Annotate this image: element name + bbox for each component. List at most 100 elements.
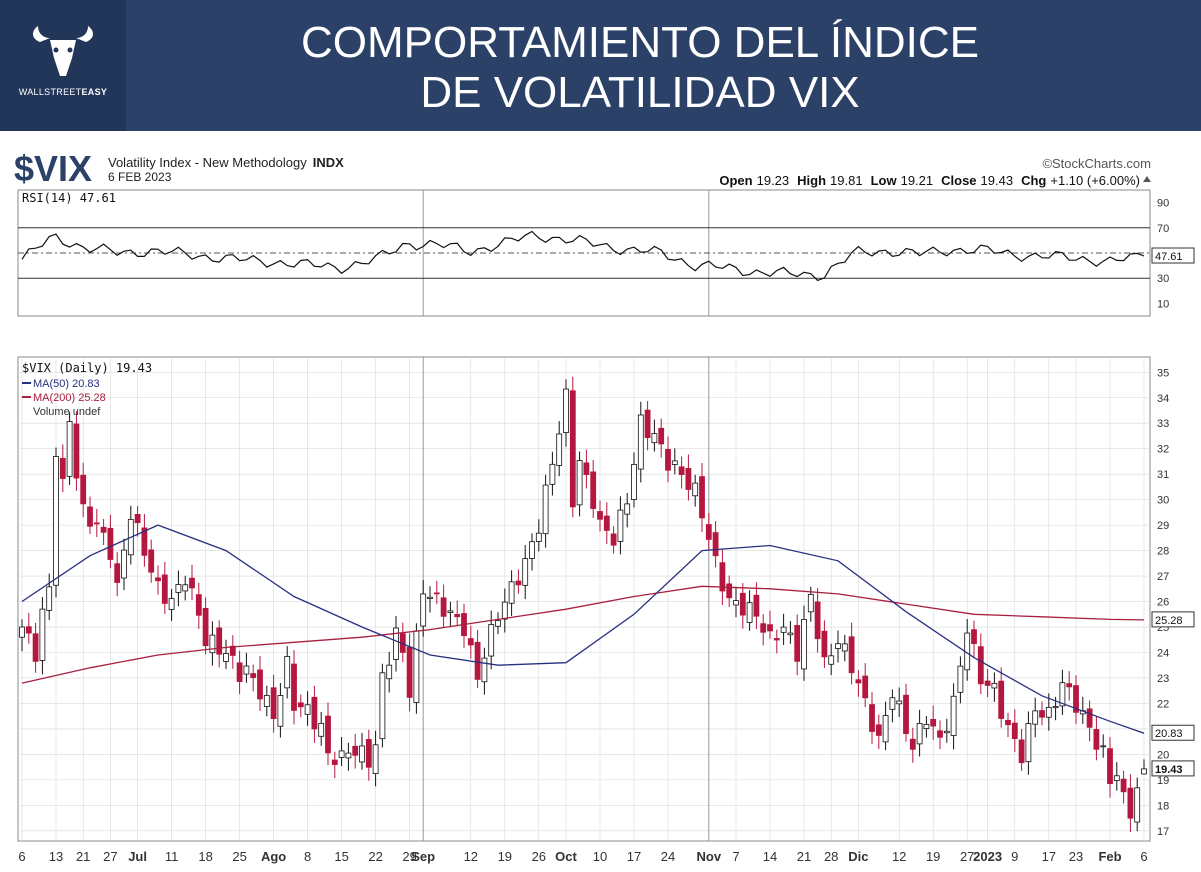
price-y-tick: 26	[1157, 597, 1169, 609]
x-tick-label: Ago	[261, 849, 286, 864]
candle-body	[1032, 710, 1039, 725]
candle-body	[651, 433, 658, 444]
candle-body	[739, 592, 746, 616]
x-tick-label: 27	[103, 849, 117, 864]
rsi-last-value: 47.61	[1155, 251, 1183, 263]
candle-body	[284, 656, 291, 689]
candle-body	[726, 583, 733, 599]
candle-body	[216, 627, 223, 655]
candle-body	[930, 718, 937, 727]
vix-chart: $VIX Volatility Index - New Methodology I…	[14, 148, 1195, 864]
candle-body	[882, 715, 889, 743]
candle-body	[440, 597, 447, 617]
ma50-last-value-box	[1151, 724, 1195, 741]
candle-body	[1018, 739, 1025, 764]
candle-body	[637, 414, 644, 470]
x-tick-label: Dic	[848, 849, 868, 864]
candle-body	[87, 506, 93, 527]
x-tick-label: Jul	[128, 849, 147, 864]
x-tick-label: 12	[892, 849, 906, 864]
price-y-tick: 17	[1157, 826, 1169, 838]
candle-body	[753, 594, 760, 617]
ma50-last-value: 20.83	[1155, 728, 1183, 740]
candle-body	[801, 618, 807, 670]
price-y-tick: 35	[1157, 367, 1169, 379]
date-label: 6 FEB 2023	[108, 170, 172, 184]
candle-body	[869, 704, 875, 732]
candle-body	[1005, 719, 1011, 726]
price-y-tick: 18	[1157, 800, 1169, 812]
price-y-tick: 20	[1157, 749, 1169, 761]
candle-body	[202, 607, 209, 647]
candle-body	[998, 680, 1005, 719]
rsi-line	[21, 230, 1145, 282]
candle-body	[937, 730, 943, 738]
candle-body	[542, 484, 549, 535]
candle-body	[161, 574, 168, 604]
candle-body	[134, 514, 141, 524]
candle-body	[508, 581, 515, 604]
description-label: Volatility Index - New Methodology INDX	[108, 155, 344, 170]
candle-body	[1052, 706, 1059, 709]
candle-body	[236, 662, 243, 682]
candle-body	[719, 562, 726, 592]
price-y-tick: 27	[1157, 571, 1169, 583]
candle-body	[1134, 787, 1141, 823]
banner-title: COMPORTAMIENTO DEL ÍNDICE DE VOLATILIDAD…	[160, 18, 1120, 118]
candle-body	[148, 549, 155, 573]
candle-body	[644, 409, 651, 438]
candle-body	[141, 527, 148, 556]
x-tick-label: 13	[49, 849, 63, 864]
candle-body	[393, 627, 399, 660]
symbol-label: $VIX	[14, 148, 92, 189]
x-tick-label: 24	[661, 849, 675, 864]
candle-body	[338, 750, 345, 758]
x-tick-label: 2023	[973, 849, 1002, 864]
candle-body	[1039, 710, 1045, 718]
x-tick-label: 29	[402, 849, 416, 864]
price-frame	[17, 356, 1151, 842]
candle-body	[331, 759, 338, 765]
candle-body	[1100, 745, 1107, 748]
candle-body	[733, 600, 739, 606]
candle-body	[182, 584, 189, 592]
candle-body	[433, 592, 440, 595]
candle-body	[617, 509, 624, 542]
ma200-last-value-box	[1151, 611, 1195, 628]
x-tick-label: 6	[1140, 849, 1147, 864]
candle-body	[291, 663, 297, 711]
x-tick-label: 19	[926, 849, 940, 864]
candle-body	[909, 738, 916, 750]
candle-body	[59, 457, 66, 479]
candle-body	[488, 624, 495, 657]
x-tick-label: 26	[532, 849, 546, 864]
rsi-last-value-box	[1151, 247, 1195, 264]
candle-body	[223, 653, 229, 662]
candle-body	[195, 594, 202, 616]
candle-body	[1059, 682, 1066, 707]
candle-body	[923, 723, 930, 729]
candle-body	[746, 602, 753, 623]
candle-body	[80, 474, 87, 505]
candle-body	[1141, 768, 1147, 775]
candle-body	[413, 630, 420, 703]
candle-body	[624, 503, 631, 515]
candle-body	[325, 715, 331, 754]
candle-body	[406, 646, 413, 698]
candle-body	[631, 464, 637, 500]
candle-body	[862, 675, 869, 699]
x-tick-label: 23	[1069, 849, 1083, 864]
candle-body	[318, 722, 325, 737]
x-tick-label: 17	[1042, 849, 1056, 864]
candle-body	[1107, 748, 1113, 785]
candle-body	[175, 584, 182, 593]
x-tick-label: 14	[763, 849, 777, 864]
candle-body	[760, 623, 767, 633]
price-legend: $VIX (Daily) 19.43 MA(50) 20.83 MA(200) 25…	[22, 361, 152, 418]
candle-body	[297, 702, 304, 708]
candle-body	[352, 745, 359, 756]
legend-ma50: MA(50) 20.83	[33, 378, 100, 390]
x-tick-label: Sep	[411, 849, 435, 864]
x-tick-label: 28	[824, 849, 838, 864]
